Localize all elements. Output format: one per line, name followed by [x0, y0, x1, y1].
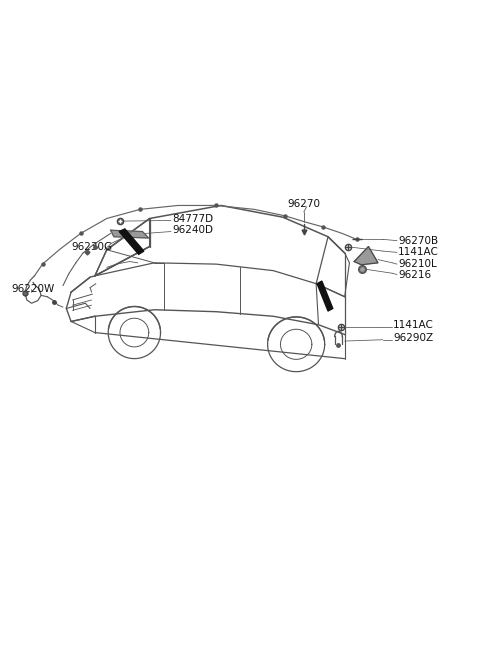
Text: 96270B: 96270B: [398, 236, 438, 245]
Text: 96240D: 96240D: [172, 225, 213, 236]
Text: 1141AC: 1141AC: [398, 247, 439, 257]
Text: 96220W: 96220W: [12, 284, 55, 294]
Text: 96216: 96216: [398, 270, 431, 279]
Polygon shape: [354, 247, 378, 265]
Polygon shape: [119, 229, 144, 255]
Text: 96290Z: 96290Z: [393, 333, 433, 344]
Polygon shape: [317, 281, 333, 311]
Text: 84777D: 84777D: [172, 214, 213, 224]
Text: 1141AC: 1141AC: [393, 320, 434, 331]
Text: 96230G: 96230G: [71, 241, 112, 251]
Text: 96210L: 96210L: [398, 259, 437, 269]
Text: 96270: 96270: [288, 199, 321, 209]
Polygon shape: [110, 230, 149, 238]
